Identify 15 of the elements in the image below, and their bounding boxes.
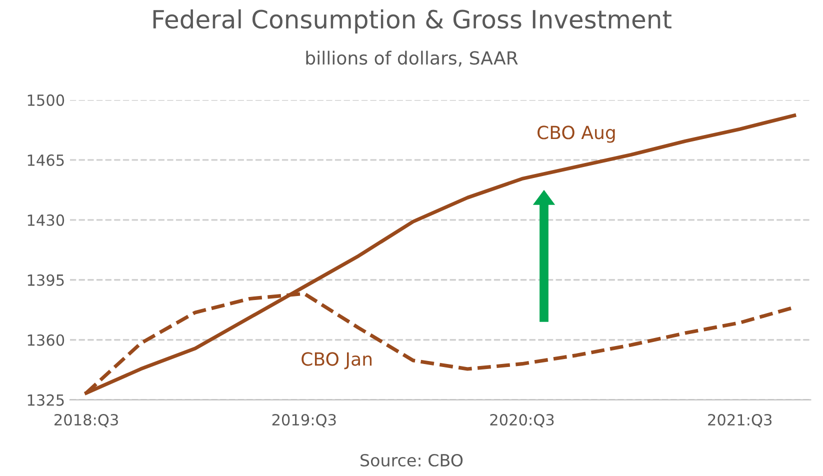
- y-tick-label: 1360: [28, 334, 64, 346]
- source-note: Source: CBO: [360, 454, 463, 467]
- series-label: CBO Jan: [302, 352, 372, 370]
- chart-title: Federal Consumption & Gross Investment: [153, 9, 672, 34]
- y-tick-label: 1465: [28, 154, 64, 166]
- y-tick-label: 1500: [28, 94, 64, 106]
- x-tick-label: 2020:Q3: [490, 414, 554, 428]
- x-tick-label: 2021:Q3: [708, 414, 772, 428]
- x-tick-label: 2019:Q3: [272, 414, 336, 428]
- chart-subtitle: billions of dollars, SAAR: [306, 50, 518, 67]
- x-tick-label: 2018:Q3: [54, 414, 118, 428]
- y-tick-label: 1395: [28, 274, 64, 286]
- series-label: CBO Aug: [538, 126, 615, 143]
- y-tick-label: 1325: [28, 394, 64, 406]
- y-tick-label: 1430: [28, 214, 64, 226]
